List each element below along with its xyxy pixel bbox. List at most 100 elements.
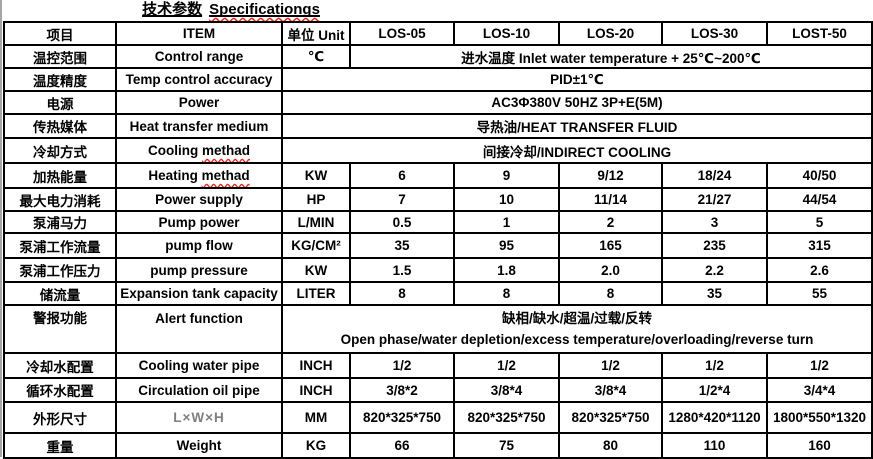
value-cell: 75: [453, 432, 560, 459]
row-cooling-method: 冷却方式 Cooling methad 间接冷却/INDIRECT COOLIN…: [3, 137, 873, 164]
row-label-en: L×W×H: [115, 401, 283, 434]
row-label-en: Expansion tank capacity: [115, 281, 283, 306]
unit-cell: INCH: [281, 352, 351, 379]
value-cell: 10: [453, 187, 560, 212]
row-label-zh: 温度精度: [3, 67, 117, 92]
unit-cell: L/MIN: [281, 210, 351, 234]
value-cell: 44/54: [766, 187, 873, 212]
row-label-en: Alert function: [115, 304, 283, 354]
value-cell: 5: [766, 210, 873, 234]
row-pump-pressure: 泵浦工作压力 pump pressure KW 1.5 1.8 2.0 2.2 …: [3, 257, 873, 283]
misspelled-word: methad: [201, 168, 250, 183]
header-item-zh: 项目: [3, 21, 117, 46]
value-cell: 0.5: [349, 210, 455, 234]
unit-cell: INCH: [281, 377, 351, 403]
value-cell: 1.5: [349, 257, 455, 283]
value-cell: 820*325*750: [558, 401, 663, 434]
value-cell: 1/2: [766, 352, 873, 379]
value-cell: 9/12: [558, 162, 663, 189]
value-cell: 1: [453, 210, 560, 234]
row-label-zh: 循环水配置: [3, 377, 117, 403]
row-label-en: Temp control accuracy: [115, 67, 283, 92]
row-label-zh: 储流量: [3, 281, 117, 306]
value-cell: 1/2: [349, 352, 455, 379]
value-cell: 3/8*4: [558, 377, 663, 403]
value-cell: 1800*550*1320: [766, 401, 873, 434]
header-model-los30: LOS-30: [661, 21, 768, 46]
unit-cell: KW: [281, 257, 351, 283]
window-edge-strip: [0, 0, 2, 457]
row-max-power-consumption: 最大电力消耗 Power supply HP 7 10 11/14 21/27 …: [3, 187, 873, 212]
row-label-en: pump flow: [115, 232, 283, 259]
merged-value-cell: PID±1℃: [281, 67, 873, 92]
value-cell: 160: [766, 432, 873, 459]
row-label-zh: 外形尺寸: [3, 401, 117, 434]
value-cell: 8: [453, 281, 560, 306]
row-label-en: pump pressure: [115, 257, 283, 283]
page-title: 技术参数 Specificationgs: [0, 0, 462, 21]
value-cell: 18/24: [661, 162, 768, 189]
row-label-en: Heating methad: [115, 162, 283, 189]
value-cell: 3/8*4: [453, 377, 560, 403]
value-cell: 35: [661, 281, 768, 306]
unit-cell: KG: [281, 432, 351, 459]
row-label-zh: 泵浦马力: [3, 210, 117, 234]
row-label-en: Pump power: [115, 210, 283, 234]
value-cell: 1.8: [453, 257, 560, 283]
row-cooling-water-pipe: 冷却水配置 Cooling water pipe INCH 1/2 1/2 1/…: [3, 352, 873, 379]
row-label-zh: 警报功能: [3, 304, 117, 354]
row-label-en-prefix: Cooling: [147, 143, 202, 158]
value-cell: 9: [453, 162, 560, 189]
unit-cell: KG/CM²: [281, 232, 351, 259]
row-label-zh: 泵浦工作压力: [3, 257, 117, 283]
row-label-zh: 温控范围: [3, 44, 117, 69]
value-cell: 235: [661, 232, 768, 259]
alert-value-zh: 缺相/缺水/超温/过载/反转: [501, 311, 652, 326]
merged-value-cell: 进水温度 Inlet water temperature + 25℃~200℃: [349, 44, 873, 69]
header-row: 项目 ITEM 单位 Unit LOS-05 LOS-10 LOS-20 LOS…: [3, 21, 873, 46]
value-cell: 2: [558, 210, 663, 234]
row-heat-transfer-medium: 传热媒体 Heat transfer medium 导热油/HEAT TRANS…: [3, 113, 873, 139]
value-cell: 165: [558, 232, 663, 259]
specifications-table: 项目 ITEM 单位 Unit LOS-05 LOS-10 LOS-20 LOS…: [3, 21, 873, 459]
merged-value-cell: 导热油/HEAT TRANSFER FLUID: [281, 113, 873, 139]
unit-cell: MM: [281, 401, 351, 434]
value-cell: 80: [558, 432, 663, 459]
row-label-zh: 泵浦工作流量: [3, 232, 117, 259]
row-label-en: Heat transfer medium: [115, 113, 283, 139]
value-cell: 1/2: [661, 352, 768, 379]
unit-cell: KW: [281, 162, 351, 189]
value-cell: 6: [349, 162, 455, 189]
misspelled-word: methad: [201, 143, 250, 158]
value-cell: 110: [661, 432, 768, 459]
row-label-en: Control range: [115, 44, 283, 69]
header-item-en: ITEM: [115, 21, 283, 46]
header-model-los20: LOS-20: [558, 21, 663, 46]
unit-cell: HP: [281, 187, 351, 212]
merged-value-cell: AC3Φ380V 50HZ 3P+E(5M): [281, 90, 873, 115]
value-cell: 7: [349, 187, 455, 212]
value-cell: 66: [349, 432, 455, 459]
merged-value-cell: 缺相/缺水/超温/过载/反转 Open phase/water depletio…: [281, 304, 873, 354]
value-cell: 2.6: [766, 257, 873, 283]
value-cell: 315: [766, 232, 873, 259]
row-expansion-tank-capacity: 储流量 Expansion tank capacity LITER 8 8 8 …: [3, 281, 873, 306]
unit-cell: LITER: [281, 281, 351, 306]
value-cell: 11/14: [558, 187, 663, 212]
value-cell: 3/4*4: [766, 377, 873, 403]
merged-value-cell: 间接冷却/INDIRECT COOLING: [281, 137, 873, 164]
value-cell: 820*325*750: [453, 401, 560, 434]
row-label-en: Cooling water pipe: [115, 352, 283, 379]
row-label-zh: 冷却水配置: [3, 352, 117, 379]
row-label-zh: 电源: [3, 90, 117, 115]
value-cell: 8: [558, 281, 663, 306]
row-label-en: Weight: [115, 432, 283, 459]
row-circulation-oil-pipe: 循环水配置 Circulation oil pipe INCH 3/8*2 3/…: [3, 377, 873, 403]
row-label-zh: 传热媒体: [3, 113, 117, 139]
row-pump-flow: 泵浦工作流量 pump flow KG/CM² 35 95 165 235 31…: [3, 232, 873, 259]
value-cell: 1/2: [558, 352, 663, 379]
value-cell: 1/2: [453, 352, 560, 379]
row-label-zh: 最大电力消耗: [3, 187, 117, 212]
value-cell: 3: [661, 210, 768, 234]
row-label-en: Cooling methad: [115, 137, 283, 164]
